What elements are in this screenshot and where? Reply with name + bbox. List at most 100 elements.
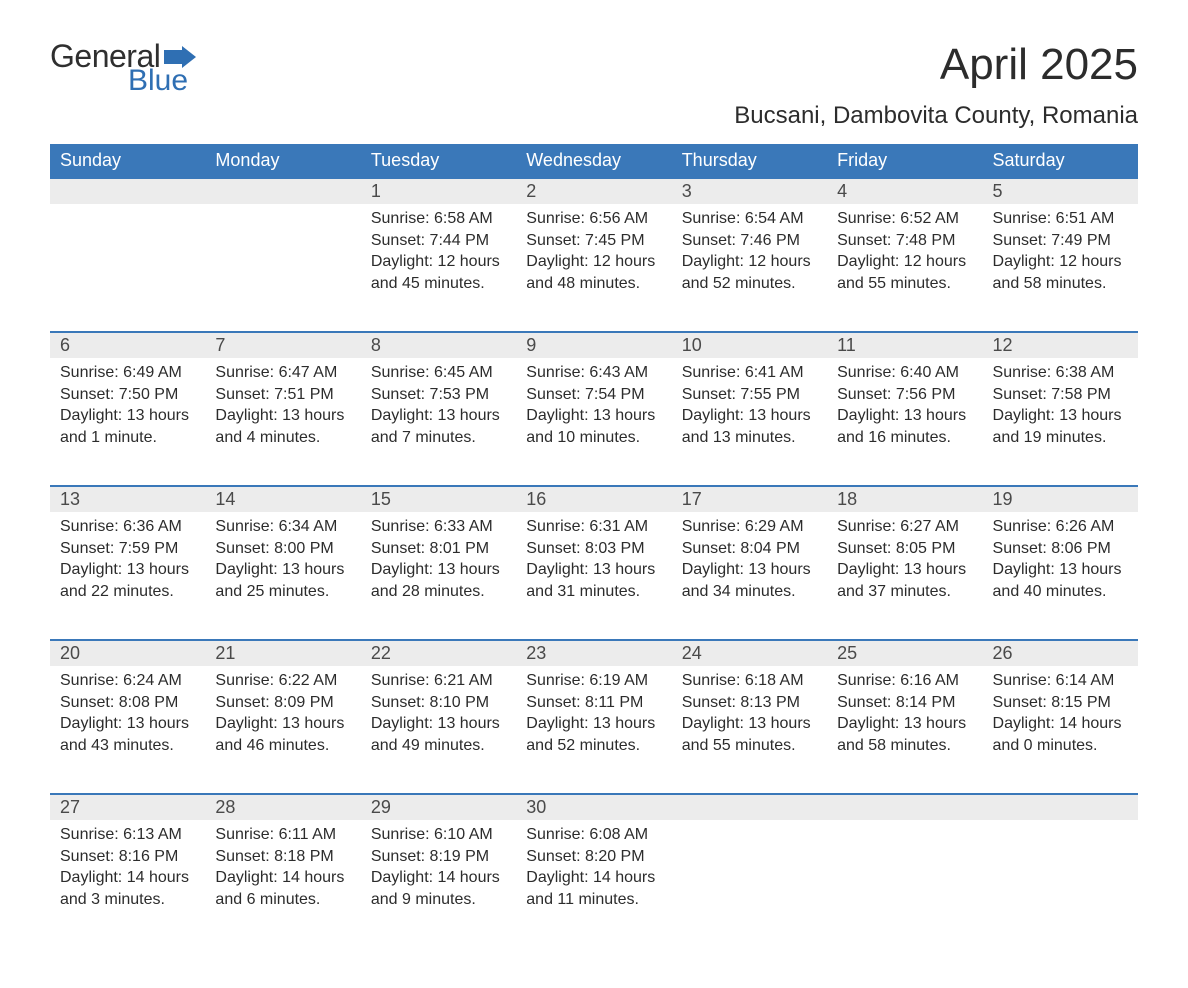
day-cell: Sunrise: 6:38 AMSunset: 7:58 PMDaylight:… bbox=[983, 358, 1138, 486]
day-cell: Sunrise: 6:52 AMSunset: 7:48 PMDaylight:… bbox=[827, 204, 982, 332]
day-d2: and 55 minutes. bbox=[682, 735, 817, 757]
day-sunrise: Sunrise: 6:49 AM bbox=[60, 362, 195, 384]
day-sunset: Sunset: 7:53 PM bbox=[371, 384, 506, 406]
day-cell: Sunrise: 6:27 AMSunset: 8:05 PMDaylight:… bbox=[827, 512, 982, 640]
day-sunrise: Sunrise: 6:29 AM bbox=[682, 516, 817, 538]
day-body-row: Sunrise: 6:13 AMSunset: 8:16 PMDaylight:… bbox=[50, 820, 1138, 948]
day-sunset: Sunset: 8:04 PM bbox=[682, 538, 817, 560]
day-number-cell: 28 bbox=[205, 794, 360, 820]
day-d2: and 48 minutes. bbox=[526, 273, 661, 295]
day-cell: Sunrise: 6:18 AMSunset: 8:13 PMDaylight:… bbox=[672, 666, 827, 794]
day-number-cell: 18 bbox=[827, 486, 982, 512]
day-number-cell: 10 bbox=[672, 332, 827, 358]
day-d1: Daylight: 13 hours bbox=[60, 713, 195, 735]
logo-text-blue: Blue bbox=[128, 66, 196, 96]
weekday-header: Saturday bbox=[983, 144, 1138, 178]
day-sunrise: Sunrise: 6:11 AM bbox=[215, 824, 350, 846]
day-d1: Daylight: 12 hours bbox=[993, 251, 1128, 273]
day-d2: and 37 minutes. bbox=[837, 581, 972, 603]
day-cell: Sunrise: 6:54 AMSunset: 7:46 PMDaylight:… bbox=[672, 204, 827, 332]
day-sunset: Sunset: 8:00 PM bbox=[215, 538, 350, 560]
day-cell: Sunrise: 6:16 AMSunset: 8:14 PMDaylight:… bbox=[827, 666, 982, 794]
day-number-cell: 6 bbox=[50, 332, 205, 358]
day-sunset: Sunset: 8:19 PM bbox=[371, 846, 506, 868]
day-sunset: Sunset: 8:13 PM bbox=[682, 692, 817, 714]
logo: General Blue bbox=[50, 40, 196, 96]
day-number-cell: 21 bbox=[205, 640, 360, 666]
day-sunset: Sunset: 8:03 PM bbox=[526, 538, 661, 560]
day-sunset: Sunset: 7:50 PM bbox=[60, 384, 195, 406]
day-number-cell: 1 bbox=[361, 178, 516, 204]
day-sunset: Sunset: 7:44 PM bbox=[371, 230, 506, 252]
day-sunset: Sunset: 8:20 PM bbox=[526, 846, 661, 868]
weekday-header-row: Sunday Monday Tuesday Wednesday Thursday… bbox=[50, 144, 1138, 178]
day-body-row: Sunrise: 6:58 AMSunset: 7:44 PMDaylight:… bbox=[50, 204, 1138, 332]
day-cell: Sunrise: 6:47 AMSunset: 7:51 PMDaylight:… bbox=[205, 358, 360, 486]
day-sunset: Sunset: 8:16 PM bbox=[60, 846, 195, 868]
day-d2: and 10 minutes. bbox=[526, 427, 661, 449]
day-body-row: Sunrise: 6:36 AMSunset: 7:59 PMDaylight:… bbox=[50, 512, 1138, 640]
day-d1: Daylight: 13 hours bbox=[837, 559, 972, 581]
day-cell: Sunrise: 6:14 AMSunset: 8:15 PMDaylight:… bbox=[983, 666, 1138, 794]
day-number-cell: 23 bbox=[516, 640, 671, 666]
day-cell: Sunrise: 6:29 AMSunset: 8:04 PMDaylight:… bbox=[672, 512, 827, 640]
day-sunrise: Sunrise: 6:51 AM bbox=[993, 208, 1128, 230]
day-d1: Daylight: 13 hours bbox=[837, 713, 972, 735]
day-sunrise: Sunrise: 6:22 AM bbox=[215, 670, 350, 692]
day-d1: Daylight: 13 hours bbox=[371, 405, 506, 427]
day-sunrise: Sunrise: 6:47 AM bbox=[215, 362, 350, 384]
day-number-cell: 8 bbox=[361, 332, 516, 358]
day-sunrise: Sunrise: 6:38 AM bbox=[993, 362, 1128, 384]
day-cell: Sunrise: 6:26 AMSunset: 8:06 PMDaylight:… bbox=[983, 512, 1138, 640]
day-number-cell: 29 bbox=[361, 794, 516, 820]
day-sunrise: Sunrise: 6:08 AM bbox=[526, 824, 661, 846]
day-sunset: Sunset: 8:10 PM bbox=[371, 692, 506, 714]
day-cell bbox=[205, 204, 360, 332]
day-sunrise: Sunrise: 6:13 AM bbox=[60, 824, 195, 846]
day-d2: and 7 minutes. bbox=[371, 427, 506, 449]
day-d2: and 34 minutes. bbox=[682, 581, 817, 603]
day-cell: Sunrise: 6:36 AMSunset: 7:59 PMDaylight:… bbox=[50, 512, 205, 640]
day-sunset: Sunset: 8:06 PM bbox=[993, 538, 1128, 560]
day-d1: Daylight: 13 hours bbox=[526, 713, 661, 735]
day-cell: Sunrise: 6:08 AMSunset: 8:20 PMDaylight:… bbox=[516, 820, 671, 948]
day-number-cell: 19 bbox=[983, 486, 1138, 512]
day-sunrise: Sunrise: 6:41 AM bbox=[682, 362, 817, 384]
weekday-header: Thursday bbox=[672, 144, 827, 178]
day-number-cell: 5 bbox=[983, 178, 1138, 204]
day-d1: Daylight: 13 hours bbox=[215, 405, 350, 427]
day-number-cell: 4 bbox=[827, 178, 982, 204]
day-d2: and 52 minutes. bbox=[682, 273, 817, 295]
day-d2: and 25 minutes. bbox=[215, 581, 350, 603]
day-number-cell: 30 bbox=[516, 794, 671, 820]
day-number-cell: 27 bbox=[50, 794, 205, 820]
day-number-cell bbox=[672, 794, 827, 820]
day-cell: Sunrise: 6:19 AMSunset: 8:11 PMDaylight:… bbox=[516, 666, 671, 794]
day-cell: Sunrise: 6:33 AMSunset: 8:01 PMDaylight:… bbox=[361, 512, 516, 640]
day-d1: Daylight: 13 hours bbox=[837, 405, 972, 427]
weekday-header: Wednesday bbox=[516, 144, 671, 178]
day-sunrise: Sunrise: 6:31 AM bbox=[526, 516, 661, 538]
day-cell bbox=[983, 820, 1138, 948]
day-sunrise: Sunrise: 6:26 AM bbox=[993, 516, 1128, 538]
day-d2: and 31 minutes. bbox=[526, 581, 661, 603]
day-number-cell: 26 bbox=[983, 640, 1138, 666]
day-d1: Daylight: 12 hours bbox=[682, 251, 817, 273]
day-sunset: Sunset: 7:58 PM bbox=[993, 384, 1128, 406]
day-cell bbox=[50, 204, 205, 332]
day-number-cell: 2 bbox=[516, 178, 671, 204]
day-d2: and 4 minutes. bbox=[215, 427, 350, 449]
day-sunset: Sunset: 7:45 PM bbox=[526, 230, 661, 252]
day-d1: Daylight: 13 hours bbox=[371, 713, 506, 735]
day-cell: Sunrise: 6:13 AMSunset: 8:16 PMDaylight:… bbox=[50, 820, 205, 948]
day-d1: Daylight: 13 hours bbox=[682, 713, 817, 735]
day-sunset: Sunset: 7:51 PM bbox=[215, 384, 350, 406]
day-sunrise: Sunrise: 6:24 AM bbox=[60, 670, 195, 692]
day-sunrise: Sunrise: 6:33 AM bbox=[371, 516, 506, 538]
day-d1: Daylight: 14 hours bbox=[60, 867, 195, 889]
day-d2: and 58 minutes. bbox=[993, 273, 1128, 295]
day-d2: and 28 minutes. bbox=[371, 581, 506, 603]
day-sunrise: Sunrise: 6:40 AM bbox=[837, 362, 972, 384]
day-sunset: Sunset: 7:48 PM bbox=[837, 230, 972, 252]
day-sunrise: Sunrise: 6:14 AM bbox=[993, 670, 1128, 692]
